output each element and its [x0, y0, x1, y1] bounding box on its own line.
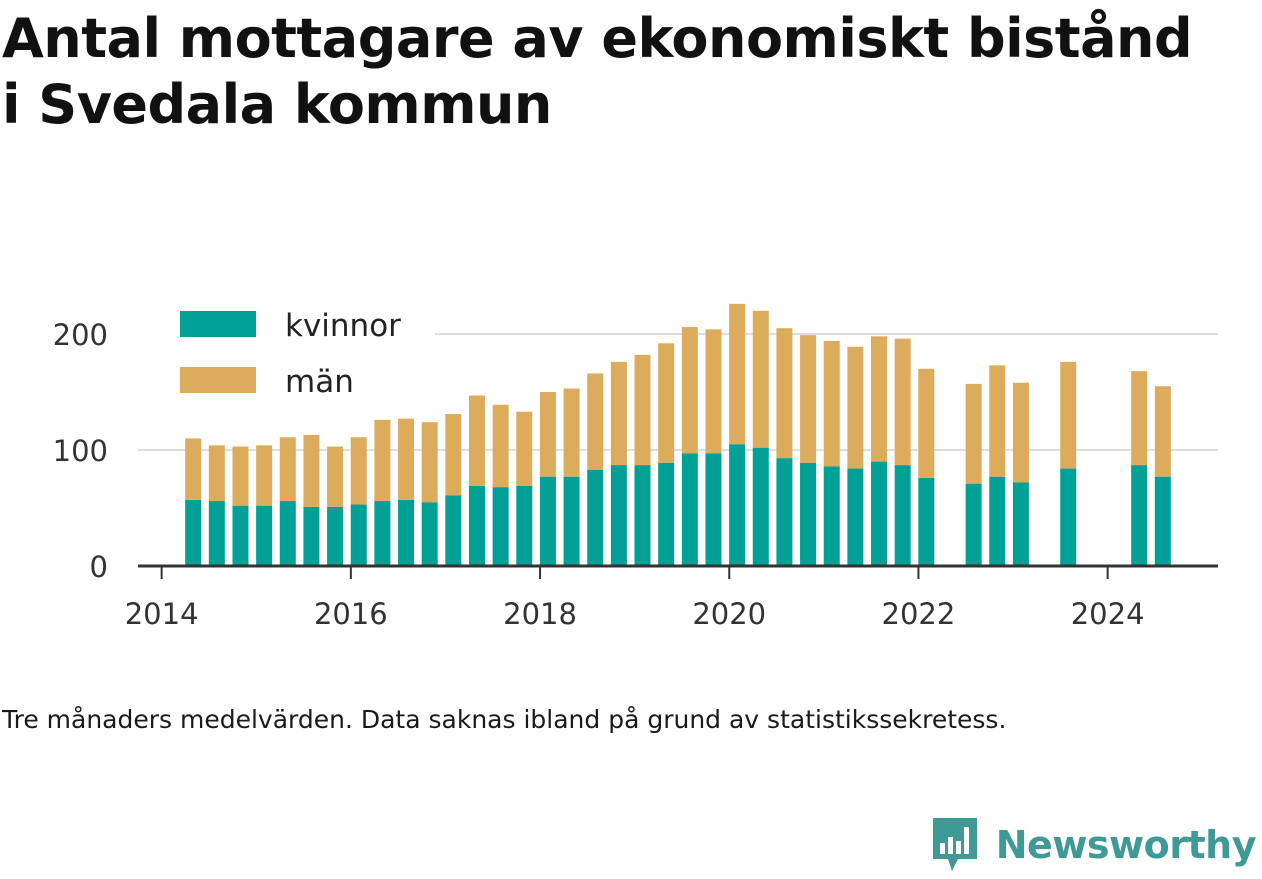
- brand-name: Newsworthy: [995, 823, 1257, 867]
- bar-kvinnor[interactable]: [610, 465, 627, 566]
- x-tick-label: 2024: [1071, 597, 1145, 631]
- bar-kvinnor[interactable]: [563, 476, 580, 566]
- bar-kvinnor[interactable]: [374, 501, 391, 566]
- bar-man[interactable]: [989, 365, 1006, 477]
- bar-man[interactable]: [445, 414, 462, 496]
- chart: 0 100 200 2014 2016 2018 2020 2022 2024 kvinnor…: [53, 297, 1218, 631]
- bar-kvinnor[interactable]: [847, 468, 864, 566]
- x-tick-label: 2016: [314, 597, 388, 631]
- bar-kvinnor[interactable]: [918, 477, 935, 566]
- bar-man[interactable]: [185, 438, 202, 500]
- bar-man[interactable]: [965, 383, 982, 484]
- bar-man[interactable]: [752, 310, 769, 448]
- bar-kvinnor[interactable]: [539, 476, 556, 566]
- legend: kvinnor män: [135, 297, 435, 412]
- bar-kvinnor[interactable]: [729, 444, 746, 566]
- bar-kvinnor[interactable]: [327, 506, 344, 566]
- bar-kvinnor[interactable]: [350, 504, 367, 566]
- x-tick-label: 2020: [692, 597, 766, 631]
- bar-man[interactable]: [208, 445, 225, 502]
- bar-kvinnor[interactable]: [279, 501, 296, 566]
- bar-kvinnor[interactable]: [445, 495, 462, 566]
- bar-kvinnor[interactable]: [634, 465, 651, 566]
- x-tick-label: 2022: [882, 597, 956, 631]
- bar-man[interactable]: [303, 434, 320, 507]
- bar-man[interactable]: [232, 446, 249, 506]
- bar-kvinnor[interactable]: [303, 506, 320, 566]
- bar-kvinnor[interactable]: [776, 458, 793, 566]
- bar-man[interactable]: [776, 328, 793, 459]
- bar-kvinnor[interactable]: [823, 466, 840, 566]
- bar-kvinnor[interactable]: [800, 462, 817, 566]
- bar-man[interactable]: [1012, 382, 1029, 483]
- x-axis: 2014 2016 2018 2020 2022 2024: [125, 564, 1218, 631]
- bar-kvinnor[interactable]: [398, 499, 415, 566]
- legend-label-man: män: [285, 364, 354, 400]
- brand-logo[interactable]: Newsworthy: [930, 815, 1257, 875]
- bar-man[interactable]: [800, 335, 817, 463]
- bar-kvinnor[interactable]: [681, 453, 698, 566]
- bar-man[interactable]: [398, 418, 415, 500]
- bar-man[interactable]: [1131, 371, 1148, 466]
- bar-man[interactable]: [563, 388, 580, 477]
- bar-kvinnor[interactable]: [468, 485, 485, 566]
- y-axis: 0 100 200: [53, 318, 108, 584]
- bar-kvinnor[interactable]: [752, 447, 769, 566]
- bar-man[interactable]: [468, 395, 485, 486]
- bar-kvinnor[interactable]: [185, 499, 202, 566]
- bar-man[interactable]: [327, 446, 344, 507]
- bar-man[interactable]: [539, 392, 556, 477]
- bar-man[interactable]: [587, 373, 604, 470]
- bar-man[interactable]: [421, 422, 438, 503]
- bar-kvinnor[interactable]: [705, 453, 722, 566]
- bar-man[interactable]: [634, 354, 651, 466]
- bar-man[interactable]: [894, 338, 911, 466]
- bar-man[interactable]: [1060, 361, 1077, 469]
- bar-man[interactable]: [847, 346, 864, 469]
- bar-kvinnor[interactable]: [989, 476, 1006, 566]
- bar-kvinnor[interactable]: [256, 505, 273, 566]
- bar-man[interactable]: [918, 368, 935, 478]
- bar-man[interactable]: [1154, 386, 1171, 477]
- bar-man[interactable]: [610, 361, 627, 466]
- legend-label-kvinnor: kvinnor: [285, 308, 401, 344]
- bar-man[interactable]: [705, 329, 722, 454]
- bar-kvinnor[interactable]: [1131, 465, 1148, 566]
- bar-kvinnor[interactable]: [208, 501, 225, 566]
- y-tick-label: 200: [53, 318, 108, 352]
- legend-swatch-man: [180, 367, 256, 393]
- bar-man[interactable]: [350, 437, 367, 505]
- bar-kvinnor[interactable]: [894, 465, 911, 566]
- bar-man[interactable]: [871, 336, 888, 462]
- bar-man[interactable]: [823, 340, 840, 467]
- y-tick-label: 100: [53, 434, 108, 468]
- x-tick-label: 2018: [503, 597, 577, 631]
- bar-kvinnor[interactable]: [871, 461, 888, 566]
- bar-kvinnor[interactable]: [1012, 482, 1029, 566]
- bar-man[interactable]: [658, 343, 675, 463]
- x-tick-label: 2014: [125, 597, 199, 631]
- bar-man[interactable]: [279, 437, 296, 502]
- legend-swatch-kvinnor: [180, 311, 256, 337]
- bar-kvinnor[interactable]: [232, 505, 249, 566]
- bar-kvinnor[interactable]: [421, 502, 438, 566]
- bar-kvinnor[interactable]: [516, 485, 533, 566]
- bar-kvinnor[interactable]: [965, 483, 982, 566]
- bar-kvinnor[interactable]: [492, 487, 509, 566]
- y-tick-label: 0: [90, 550, 108, 584]
- footnote: Tre månaders medelvärden. Data saknas ib…: [2, 705, 1007, 734]
- bar-chart-speech-bubble-icon: [932, 818, 977, 871]
- bar-kvinnor[interactable]: [1154, 476, 1171, 566]
- bar-man[interactable]: [729, 303, 746, 445]
- chart-title: Antal mottagare av ekonomiskt bistånd i …: [2, 7, 1193, 136]
- bars: [185, 303, 1171, 566]
- bar-man[interactable]: [256, 445, 273, 506]
- bar-man[interactable]: [374, 419, 391, 502]
- bar-man[interactable]: [516, 411, 533, 486]
- bar-kvinnor[interactable]: [587, 469, 604, 566]
- bar-kvinnor[interactable]: [1060, 468, 1077, 566]
- bar-kvinnor[interactable]: [658, 462, 675, 566]
- bar-man[interactable]: [492, 404, 509, 488]
- bar-man[interactable]: [681, 327, 698, 454]
